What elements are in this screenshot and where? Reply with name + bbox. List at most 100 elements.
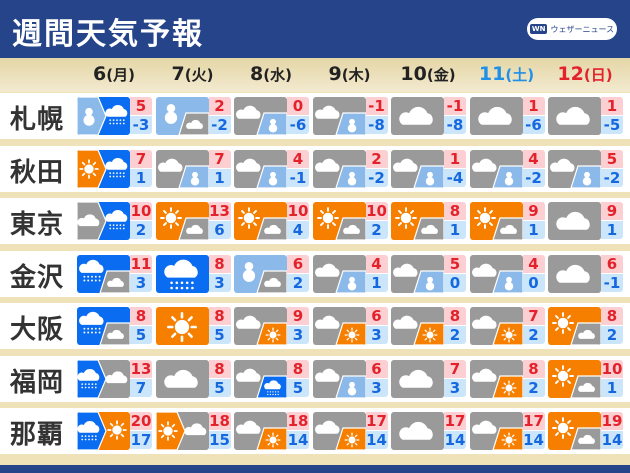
day-of-week: (月) bbox=[106, 66, 135, 84]
day-number: 6 bbox=[93, 63, 107, 85]
forecast-cell: 17 14 bbox=[469, 412, 545, 450]
low-temp: 5 bbox=[130, 326, 152, 344]
high-temp: 17 bbox=[522, 412, 545, 430]
forecast-cell: 1 -6 bbox=[469, 97, 545, 135]
weather-icon bbox=[469, 202, 523, 240]
low-temp: 2 bbox=[130, 221, 152, 239]
high-temp: 4 bbox=[287, 149, 309, 168]
low-temp: 14 bbox=[287, 431, 309, 449]
weather-icon bbox=[77, 97, 130, 135]
high-temp: 6 bbox=[365, 307, 388, 325]
cloud-icon bbox=[236, 105, 261, 119]
forecast-cell: 9 1 bbox=[548, 202, 623, 240]
sun-icon bbox=[238, 207, 260, 229]
cloud-icon bbox=[421, 224, 438, 234]
weather-icon bbox=[469, 307, 523, 345]
low-temp: -2 bbox=[208, 116, 231, 134]
day-6: 12(日) bbox=[546, 63, 624, 85]
high-temp: 10 bbox=[601, 359, 623, 378]
city-name: 福岡 bbox=[10, 367, 65, 398]
sun-icon bbox=[552, 364, 574, 387]
cloud-icon bbox=[471, 263, 497, 277]
cloud-icon bbox=[393, 158, 418, 172]
sun-icon bbox=[501, 380, 516, 395]
day-number: 11 bbox=[478, 63, 506, 85]
day-number: 9 bbox=[328, 63, 342, 85]
forecast-cell: 19 14 bbox=[548, 412, 623, 450]
high-temp: 8 bbox=[130, 307, 152, 325]
low-temp: -1 bbox=[601, 273, 623, 292]
weather-icon bbox=[155, 359, 209, 398]
low-temp: 2 bbox=[601, 326, 623, 344]
forecast-cell: 2 -2 bbox=[312, 149, 388, 188]
day-of-week: (火) bbox=[184, 66, 214, 84]
forecast-cell: 8 3 bbox=[155, 254, 231, 293]
forecast-cell: 8 1 bbox=[391, 202, 466, 240]
forecast-cell: -1 -8 bbox=[312, 97, 388, 135]
forecast-cell: 4 -2 bbox=[469, 149, 545, 188]
low-temp: 1 bbox=[601, 378, 623, 397]
forecast-cell: 1 -4 bbox=[391, 149, 466, 188]
weather-icon bbox=[548, 359, 601, 398]
high-temp: 8 bbox=[208, 307, 231, 325]
forecast-cell: 7 1 bbox=[155, 149, 231, 188]
forecast-cell: 18 14 bbox=[234, 412, 309, 450]
low-temp: 2 bbox=[444, 326, 466, 344]
cloud-icon bbox=[399, 106, 433, 125]
cloud-icon bbox=[77, 214, 100, 227]
sun-icon bbox=[422, 327, 438, 343]
weather-icon bbox=[312, 254, 366, 293]
snowman-icon bbox=[347, 171, 356, 185]
low-temp: 1 bbox=[208, 168, 231, 187]
day-2: 8(水) bbox=[232, 63, 310, 85]
day-of-week: (金) bbox=[426, 66, 456, 84]
cloud-icon bbox=[578, 434, 595, 444]
cloud-icon bbox=[342, 224, 360, 234]
snowman-icon bbox=[268, 171, 278, 185]
cloud-icon bbox=[550, 158, 575, 172]
high-temp: 10 bbox=[365, 202, 388, 220]
forecast-cell: 8 2 bbox=[391, 307, 466, 345]
snowman-icon bbox=[242, 261, 256, 282]
weather-icon bbox=[391, 149, 444, 188]
day-3: 9(木) bbox=[311, 63, 389, 85]
weather-icon bbox=[548, 254, 601, 293]
low-temp: -4 bbox=[444, 168, 466, 187]
weather-icon bbox=[155, 97, 209, 135]
forecast-cell: 6 2 bbox=[234, 254, 309, 293]
cloud-icon bbox=[477, 106, 512, 125]
weather-icon bbox=[469, 254, 523, 293]
weather-icon bbox=[391, 359, 444, 398]
forecast-cell: 17 14 bbox=[391, 412, 466, 450]
page-title: 週間天気予報 bbox=[12, 17, 204, 52]
snowman-icon bbox=[268, 118, 278, 133]
high-temp: 8 bbox=[287, 359, 309, 378]
high-temp: 9 bbox=[287, 307, 309, 325]
high-temp: 8 bbox=[208, 359, 231, 378]
cloud-icon bbox=[107, 277, 124, 287]
high-temp: 18 bbox=[208, 412, 231, 430]
high-temp: 20 bbox=[130, 412, 152, 430]
cloud-icon bbox=[578, 382, 595, 392]
forecast-cell: 7 3 bbox=[391, 359, 466, 398]
cloud-icon bbox=[556, 106, 590, 125]
forecast-cell: 10 1 bbox=[548, 359, 623, 398]
low-temp: -8 bbox=[365, 116, 388, 134]
forecast-cell: 6 -1 bbox=[548, 254, 623, 293]
low-temp: 14 bbox=[522, 431, 545, 449]
forecast-cell: 7 1 bbox=[77, 149, 152, 188]
footer-bar bbox=[0, 465, 630, 473]
city-name: 札幌 bbox=[10, 105, 65, 135]
forecast-cell: 5 -2 bbox=[548, 149, 623, 188]
sun-icon bbox=[265, 432, 281, 448]
high-temp: 9 bbox=[522, 202, 545, 220]
forecast-cell: 20 17 bbox=[77, 412, 152, 450]
snowman-icon bbox=[83, 107, 95, 126]
low-temp: 2 bbox=[287, 273, 309, 292]
day-of-week: (水) bbox=[263, 66, 292, 84]
forecast-cell: 0 -6 bbox=[234, 97, 309, 135]
high-temp: 9 bbox=[601, 202, 623, 220]
rain-cloud-icon bbox=[77, 368, 100, 388]
high-temp: 1 bbox=[601, 97, 623, 115]
low-temp: 14 bbox=[601, 431, 623, 449]
